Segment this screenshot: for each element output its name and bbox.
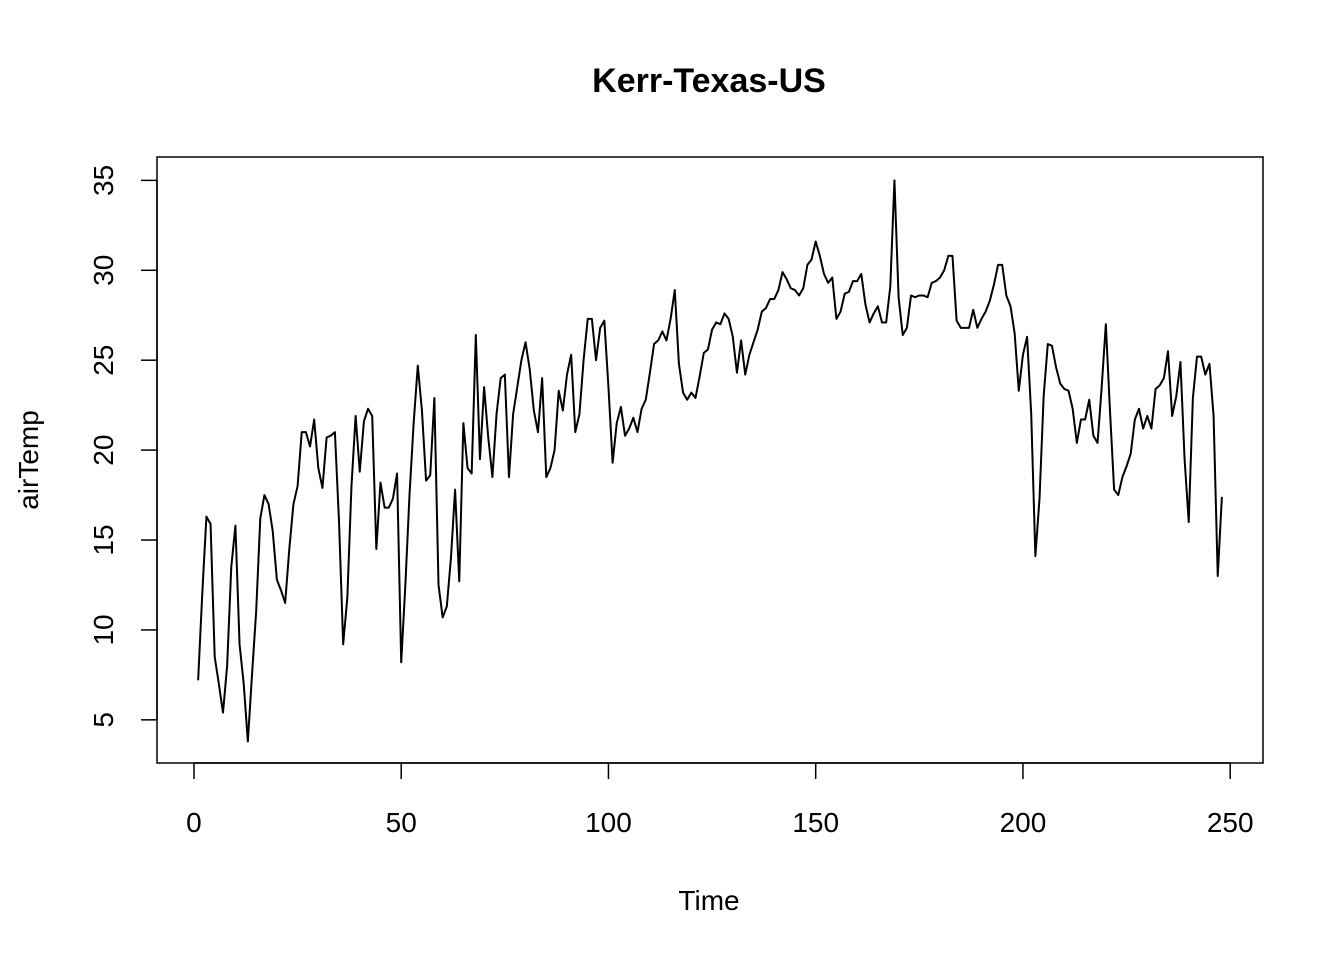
x-tick-label: 250 bbox=[1207, 807, 1254, 838]
y-tick-label: 5 bbox=[88, 712, 119, 728]
y-tick-label: 10 bbox=[88, 614, 119, 645]
x-tick-label: 150 bbox=[792, 807, 839, 838]
y-axis: 5 10 15 20 25 30 35 bbox=[88, 165, 158, 728]
x-tick-label: 100 bbox=[585, 807, 632, 838]
y-tick-label: 15 bbox=[88, 524, 119, 555]
chart-title: Kerr-Texas-US bbox=[592, 62, 826, 100]
y-tick-label: 35 bbox=[88, 165, 119, 196]
x-tick-label: 50 bbox=[386, 807, 417, 838]
series-line bbox=[197, 179, 1223, 743]
y-axis-label: airTemp bbox=[13, 410, 44, 510]
x-tick-label: 0 bbox=[186, 807, 202, 838]
plot-frame bbox=[156, 156, 1264, 764]
x-tick-label: 200 bbox=[1000, 807, 1047, 838]
y-tick-label: 30 bbox=[88, 255, 119, 286]
y-tick-label: 25 bbox=[88, 345, 119, 376]
y-tick-label: 20 bbox=[88, 435, 119, 466]
x-axis: 0 50 100 150 200 250 bbox=[186, 762, 1254, 838]
x-axis-label: Time bbox=[678, 885, 739, 916]
series-group bbox=[197, 179, 1223, 743]
